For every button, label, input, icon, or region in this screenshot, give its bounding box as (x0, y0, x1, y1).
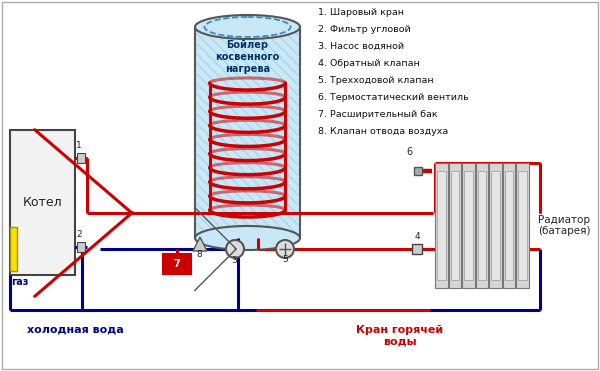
Text: 4. Обратный клапан: 4. Обратный клапан (318, 59, 420, 68)
Text: газ: газ (11, 277, 28, 287)
Bar (518, 171, 527, 280)
Bar (489, 163, 502, 288)
Text: 4: 4 (414, 232, 420, 241)
Bar (412, 244, 422, 254)
Text: 5: 5 (282, 255, 288, 264)
Text: 7: 7 (173, 259, 181, 269)
Bar (517, 163, 529, 288)
Text: 6: 6 (406, 147, 412, 157)
Bar (464, 171, 473, 280)
Bar (77, 242, 85, 252)
Bar (163, 254, 191, 274)
Text: 1. Шаровый кран: 1. Шаровый кран (318, 8, 404, 17)
Bar (195, 27, 300, 238)
Circle shape (226, 240, 244, 258)
Text: 3: 3 (231, 256, 237, 265)
Text: 5. Трехходовой клапан: 5. Трехходовой клапан (318, 76, 434, 85)
Circle shape (276, 240, 294, 258)
Bar (476, 163, 488, 288)
Text: Кран горячей
воды: Кран горячей воды (356, 325, 443, 347)
Bar (462, 163, 475, 288)
Text: 8: 8 (196, 250, 202, 259)
Bar (437, 171, 446, 280)
Bar (491, 171, 500, 280)
Text: 2: 2 (76, 230, 82, 239)
Text: Радиатор
(батарея): Радиатор (батарея) (538, 215, 590, 236)
Bar (77, 153, 85, 163)
Text: 3. Насос водяной: 3. Насос водяной (318, 42, 404, 51)
Bar (414, 167, 422, 175)
Text: Бойлер
косвенного
нагрева: Бойлер косвенного нагрева (215, 40, 280, 73)
Bar (10, 130, 75, 275)
Ellipse shape (195, 226, 300, 250)
Ellipse shape (195, 15, 300, 39)
Bar (478, 171, 486, 280)
Bar (449, 163, 461, 288)
Text: холодная вода: холодная вода (26, 325, 124, 335)
Text: 6. Термостатический вентиль: 6. Термостатический вентиль (318, 93, 469, 102)
Bar (503, 163, 515, 288)
Text: 1: 1 (76, 141, 82, 150)
Bar (451, 171, 459, 280)
Bar (505, 171, 514, 280)
Text: 2. Фильтр угловой: 2. Фильтр угловой (318, 25, 411, 34)
Bar (435, 163, 448, 288)
Text: 7. Расширительный бак: 7. Расширительный бак (318, 110, 437, 119)
Polygon shape (193, 237, 207, 251)
Text: Котел: Котел (23, 196, 62, 209)
Text: 8. Клапан отвода воздуха: 8. Клапан отвода воздуха (318, 127, 448, 136)
Bar (10, 227, 17, 271)
